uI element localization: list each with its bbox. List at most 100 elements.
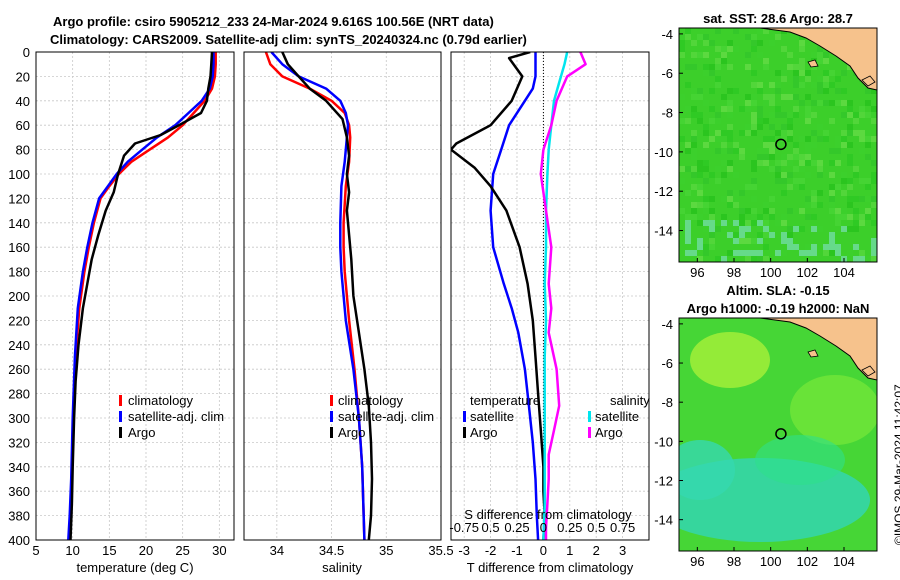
- sst-cell: [871, 172, 877, 178]
- sst-cell: [679, 178, 685, 184]
- sst-cell: [709, 238, 715, 244]
- sst-cell: [871, 106, 877, 112]
- salinity-diff-tick-label: 0.5: [587, 520, 605, 535]
- sst-cell: [715, 76, 721, 82]
- sst-cell: [775, 136, 781, 142]
- sst-cell: [817, 88, 823, 94]
- x-tick-label: 34: [270, 543, 284, 558]
- sst-cell: [775, 250, 781, 256]
- sst-cell: [727, 166, 733, 172]
- depth-tick-label: 400: [8, 533, 30, 548]
- sst-cell: [739, 106, 745, 112]
- sst-cell: [829, 148, 835, 154]
- sst-cell: [853, 130, 859, 136]
- sst-cell: [733, 172, 739, 178]
- sst-cell: [697, 202, 703, 208]
- sst-cell: [757, 238, 763, 244]
- sst-cell: [703, 34, 709, 40]
- sumatra-land: [759, 28, 877, 91]
- sst-cell: [811, 250, 817, 256]
- x-tick-label: 34.5: [319, 543, 344, 558]
- sst-cell: [865, 184, 871, 190]
- sst-cell: [715, 166, 721, 172]
- difference-tick-labels: -3 -2 -1 0 1 2 3: [458, 543, 626, 558]
- salinity-diff-tick-label: 0.75: [610, 520, 635, 535]
- sst-cell: [781, 76, 787, 82]
- sst-cell: [829, 244, 835, 250]
- sst-cell: [847, 106, 853, 112]
- sst-cell: [841, 208, 847, 214]
- sst-cell: [841, 172, 847, 178]
- salinity-diff-tick-label: 0.25: [504, 520, 529, 535]
- sst-cell: [859, 214, 865, 220]
- map-y-tick-label: -6: [661, 66, 673, 81]
- sumatra-land: [759, 318, 877, 381]
- salinity-difference-tick-labels: -0.75 0.5 0.25 0 0.25 0.5 0.75: [449, 520, 635, 535]
- sst-cell: [685, 250, 691, 256]
- x-tick-label: -3: [458, 543, 470, 558]
- depth-tick-label: 120: [8, 191, 30, 206]
- sst-cell: [757, 160, 763, 166]
- sst-cell: [847, 130, 853, 136]
- sst-cell: [757, 106, 763, 112]
- sst-cell: [781, 94, 787, 100]
- sst-cell: [691, 202, 697, 208]
- map-y-tick-label: -12: [654, 474, 673, 489]
- map-y-tick-label: -14: [654, 513, 673, 528]
- profile-line-argo: [69, 52, 214, 540]
- sst-cell: [727, 100, 733, 106]
- temperature-x-label: temperature (deg C): [76, 560, 193, 575]
- sst-cell: [727, 250, 733, 256]
- sst-cell: [763, 232, 769, 238]
- sst-cell: [805, 76, 811, 82]
- sst-cell: [703, 220, 709, 226]
- sst-cell: [697, 52, 703, 58]
- sst-cell: [763, 148, 769, 154]
- map-x-tick-label: 102: [796, 554, 818, 569]
- sst-cell: [727, 64, 733, 70]
- map-x-tick-label: 104: [833, 265, 855, 280]
- sst-cell: [799, 82, 805, 88]
- x-tick-label: 15: [102, 543, 116, 558]
- sst-cell: [781, 136, 787, 142]
- sst-cell: [703, 208, 709, 214]
- sst-cell: [751, 256, 757, 262]
- sst-cell: [787, 64, 793, 70]
- sst-cell: [787, 112, 793, 118]
- sst-cell: [697, 118, 703, 124]
- sst-cell: [697, 34, 703, 40]
- map-y-tick-label: -12: [654, 184, 673, 199]
- sst-cell: [841, 100, 847, 106]
- sst-cell: [793, 142, 799, 148]
- sst-cell: [769, 124, 775, 130]
- sst-cell: [853, 196, 859, 202]
- sst-cell: [805, 112, 811, 118]
- sst-cell: [697, 256, 703, 262]
- depth-tick-label: 80: [16, 143, 30, 158]
- sst-cell: [871, 178, 877, 184]
- sst-cell: [823, 250, 829, 256]
- sst-cell: [871, 112, 877, 118]
- salinity-diff-tick-label: -0.75: [449, 520, 479, 535]
- sst-cell: [817, 160, 823, 166]
- sst-cell: [805, 136, 811, 142]
- sst-cell: [697, 172, 703, 178]
- sst-cell: [763, 136, 769, 142]
- sst-cell: [811, 244, 817, 250]
- depth-tick-label: 380: [8, 509, 30, 524]
- profile-line-t-satellite-clim: [489, 52, 540, 540]
- sst-cell: [817, 52, 823, 58]
- sst-cell: [835, 214, 841, 220]
- sst-cell: [715, 130, 721, 136]
- sst-cell: [703, 70, 709, 76]
- sst-cell: [685, 214, 691, 220]
- legend-label-argo: Argo: [338, 425, 365, 440]
- depth-tick-label: 360: [8, 484, 30, 499]
- sst-cell: [847, 100, 853, 106]
- sst-cell: [775, 88, 781, 94]
- sst-cell: [769, 142, 775, 148]
- sst-cell: [757, 118, 763, 124]
- x-tick-label: 2: [593, 543, 600, 558]
- sst-cell: [817, 124, 823, 130]
- sst-cell: [745, 100, 751, 106]
